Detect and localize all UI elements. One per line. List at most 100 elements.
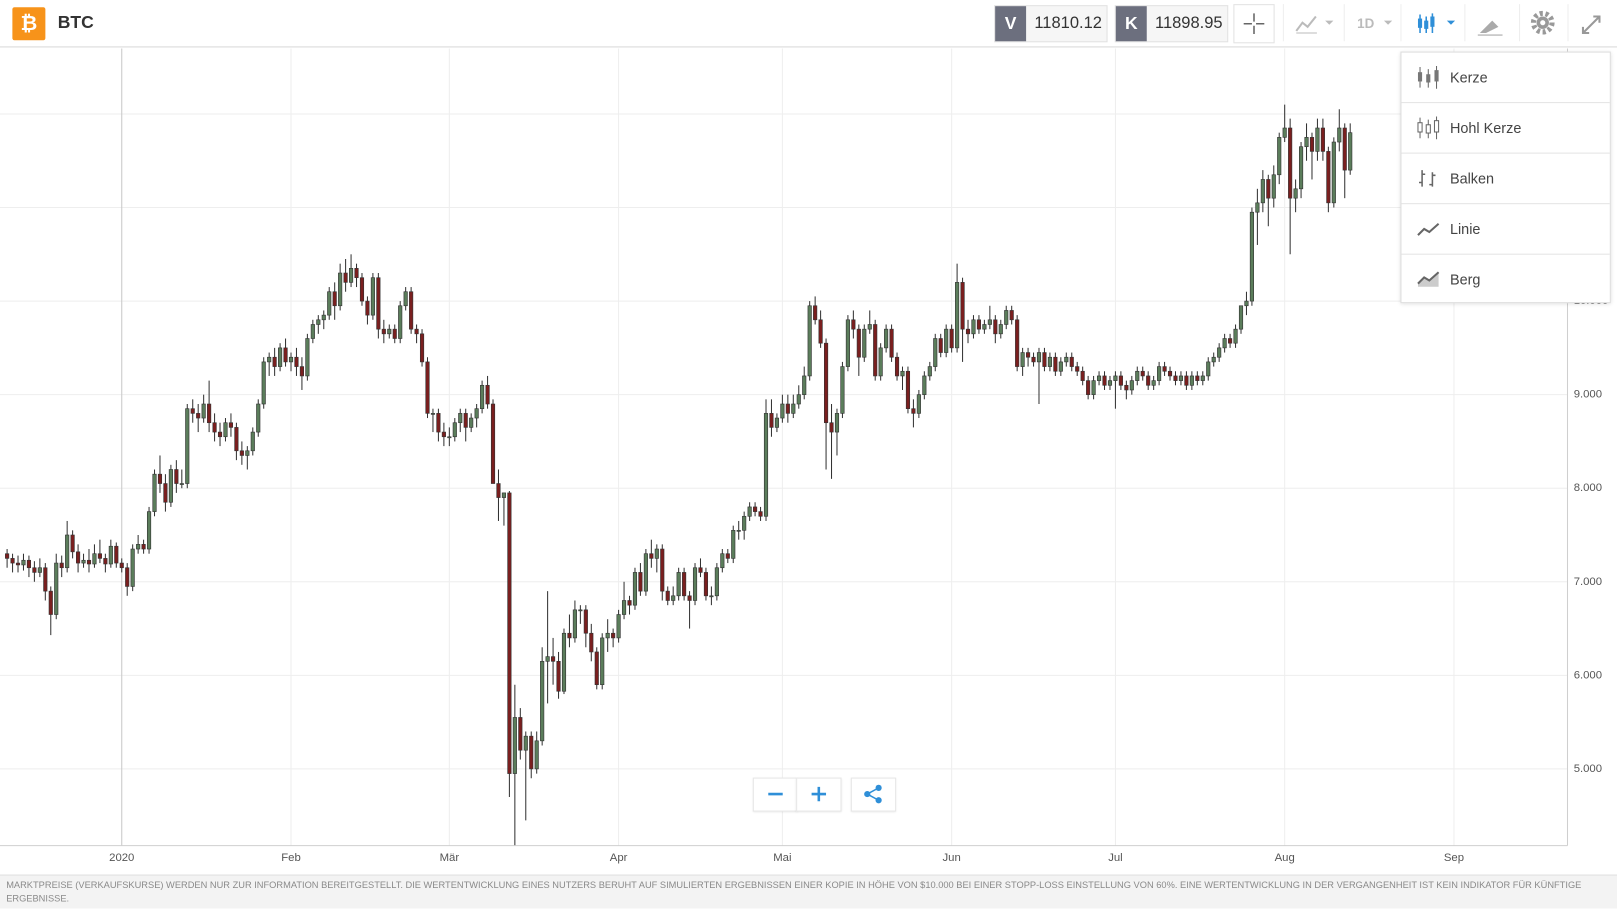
candle-body [873,324,878,377]
candle-body [1118,375,1123,386]
candle-body [174,469,179,484]
candle-body [1200,375,1205,381]
candle-body [419,333,425,363]
candle-body [600,637,605,686]
candle-body [125,567,130,587]
candle-body [1309,137,1315,152]
symbol: BTC [57,12,94,32]
candle-body [409,291,414,330]
candle-body [605,632,610,639]
candle-body [829,422,834,433]
candle-body [621,600,627,615]
compare-button[interactable] [1282,4,1344,42]
candle-body [867,324,872,330]
x-tick-label: Sep [1444,852,1464,864]
candle-body [1238,305,1244,330]
candle-body [567,632,572,639]
candle-body [698,567,703,573]
menu-label: Berg [1449,271,1481,288]
candle-body [228,422,234,428]
candle-body [824,342,829,424]
candle-body [332,291,337,307]
buy-price-box[interactable]: K 11898.95 [1114,5,1229,43]
candle-body [1315,127,1320,152]
candle-body [884,328,889,349]
menu-item[interactable]: Berg [1401,255,1609,305]
candle-body [507,492,512,774]
candle-body [1173,375,1178,381]
fullscreen-button[interactable] [1567,4,1616,42]
candle-body [851,319,856,330]
candle-body [927,366,932,377]
candle-body [414,328,419,335]
candle-body [496,483,501,498]
candle-body [1053,356,1058,372]
candle-body [152,473,157,512]
candle-body [119,562,124,569]
candle-body [1249,211,1254,302]
candle-body [802,375,807,395]
candle-body [774,417,779,428]
candle-body [239,450,244,456]
candle-body [998,324,1003,335]
candle-body [971,319,976,335]
menu-item[interactable]: Hohl Kerze [1401,103,1610,154]
candle-body [742,515,747,531]
chart-type-button[interactable] [1400,4,1461,42]
zoom-out-button[interactable] [752,777,799,812]
candle-body [179,483,184,485]
candle-body [791,403,796,414]
chart-type-menu: Kerze Hohl Kerze Balken Linie Berg [1400,51,1611,305]
candle-body [660,548,665,592]
crosshair-button[interactable] [1233,4,1275,44]
candle-body [86,559,92,565]
candle-body [1326,151,1331,204]
candle-body [1102,375,1107,386]
candle-body [452,422,457,438]
candle-body [1331,141,1336,204]
candle-body [540,660,545,742]
menu-item[interactable]: Linie [1401,204,1610,255]
candle-body [485,384,490,405]
candle-body [638,572,643,592]
candle-body [1189,375,1194,386]
candle-body [163,483,168,503]
buy-price: 11898.95 [1155,14,1223,32]
disclaimer: MARKTPREISE (VERKAUFSKURSE) WERDEN NUR Z… [6,879,1582,904]
candle-body [1146,375,1151,386]
candle-body [54,562,59,615]
timeframe-button[interactable]: 1D [1343,4,1401,42]
y-tick-label: 8.000 [1574,482,1602,494]
candle-body [1140,370,1145,377]
y-tick-label: 9.000 [1574,389,1602,401]
candle-body [709,595,714,598]
draw-button[interactable] [1464,4,1519,42]
settings-button[interactable] [1519,4,1567,42]
candle-body [1064,356,1069,363]
candle-body [294,356,299,367]
zoom-in-button[interactable] [796,777,842,812]
candle-body [834,413,840,433]
candle-body [59,562,64,569]
candle-body [643,553,648,592]
candle-body [1162,366,1167,372]
menu-label: Hohl Kerze [1449,119,1522,137]
candle-body [671,595,676,601]
candle-body [551,656,556,662]
menu-item[interactable]: Balken [1401,154,1610,205]
candle-body [589,632,594,653]
candle-body [840,366,845,414]
candle-body [785,403,790,414]
candle-body [687,595,692,601]
coin-icon: ₿ [12,7,46,41]
candle-body [267,356,272,363]
x-tick-label: Jul [1108,852,1122,864]
x-tick-label: Mär [440,852,460,864]
candle-body [136,544,141,550]
menu-item[interactable]: Kerze [1401,53,1610,104]
share-button[interactable] [850,777,897,812]
candle-body [469,417,474,428]
sell-price-box[interactable]: V 11810.12 [994,5,1108,43]
x-tick-label: Mai [773,852,791,864]
